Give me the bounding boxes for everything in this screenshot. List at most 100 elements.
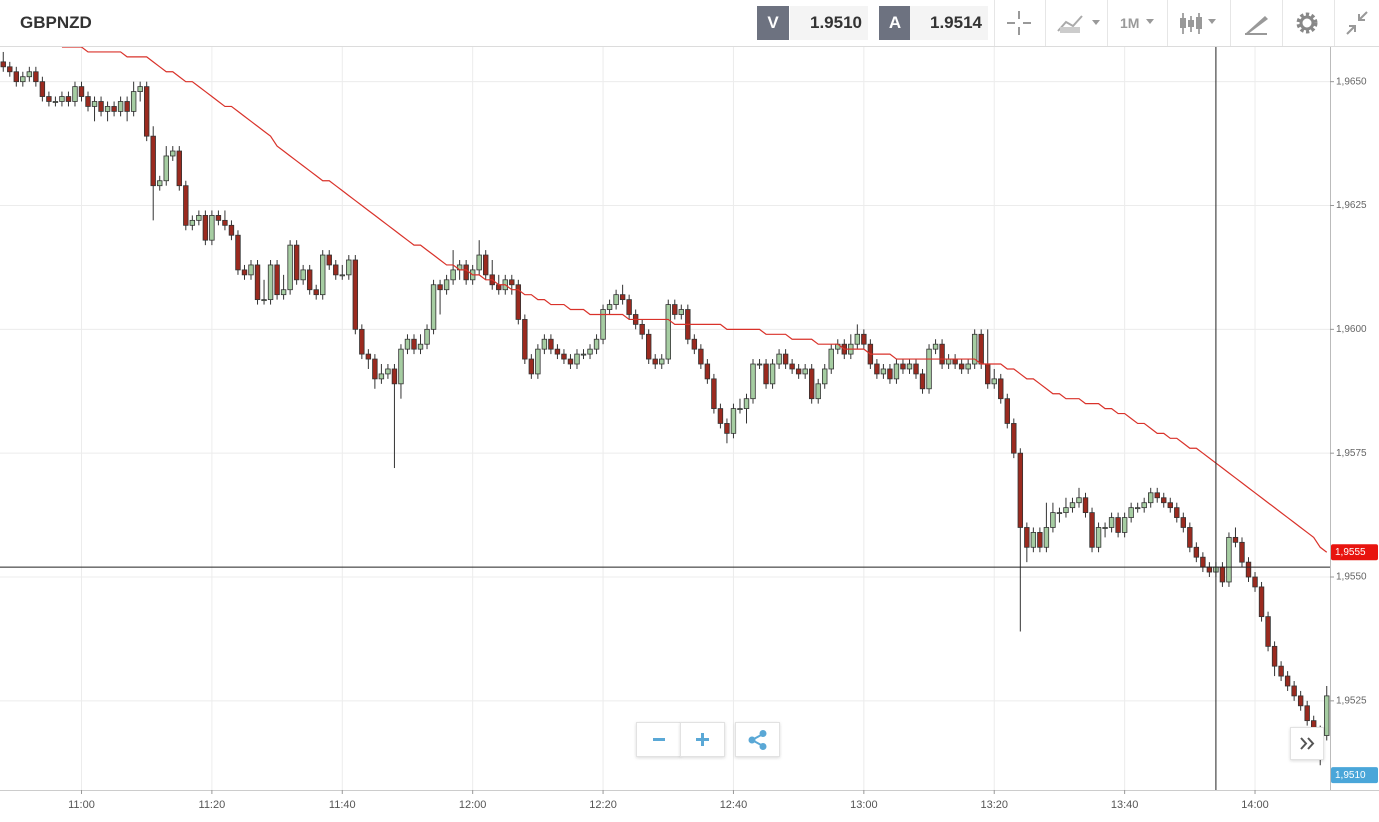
price-label-box bbox=[1331, 544, 1378, 561]
candle-body bbox=[554, 348, 561, 355]
candle-body bbox=[267, 264, 274, 301]
candle-body bbox=[985, 363, 991, 385]
candle-body bbox=[1304, 705, 1310, 722]
candle-body bbox=[352, 259, 359, 330]
x-tick-label: 12:00 bbox=[459, 799, 487, 811]
candle-body bbox=[1232, 536, 1239, 543]
x-tick-label: 13:00 bbox=[850, 799, 878, 811]
crosshair-button[interactable] bbox=[994, 0, 1043, 46]
candle-body bbox=[91, 101, 98, 107]
candle-body bbox=[463, 264, 469, 281]
candle-body bbox=[424, 328, 430, 345]
candle-body bbox=[730, 408, 737, 434]
candle-body bbox=[646, 333, 652, 360]
icon bbox=[1146, 19, 1154, 24]
zoom-out-button[interactable] bbox=[636, 722, 681, 757]
candle-body bbox=[189, 219, 196, 226]
candle-body bbox=[991, 378, 997, 385]
candle-body bbox=[1193, 546, 1200, 558]
settings-button[interactable] bbox=[1282, 0, 1333, 46]
candle-body bbox=[1226, 536, 1232, 583]
candle-body bbox=[1134, 507, 1141, 510]
candle-body bbox=[822, 368, 828, 385]
bid-price: 1.9510 bbox=[790, 6, 868, 40]
icon bbox=[1300, 737, 1315, 750]
candle-body bbox=[65, 96, 72, 102]
candle-body bbox=[196, 215, 202, 221]
ask-button[interactable]: A bbox=[879, 6, 911, 40]
candle-body bbox=[958, 363, 965, 370]
draw-button[interactable] bbox=[1230, 0, 1281, 46]
candle-body bbox=[378, 373, 385, 380]
candle-style-button[interactable] bbox=[1167, 0, 1229, 46]
chart-type-button[interactable] bbox=[1045, 0, 1106, 46]
bid-button[interactable]: V bbox=[757, 6, 789, 40]
candle-body bbox=[293, 244, 300, 281]
candle-body bbox=[913, 363, 919, 375]
candle-body bbox=[320, 254, 326, 296]
candle-body bbox=[1121, 517, 1128, 533]
candle-body bbox=[248, 264, 254, 276]
scroll-to-end-button[interactable] bbox=[1290, 727, 1324, 760]
candle-body bbox=[750, 363, 756, 400]
candle-body bbox=[372, 358, 378, 380]
y-tick-label: 1,9575 bbox=[1336, 448, 1367, 459]
candle-body bbox=[1089, 512, 1095, 548]
candle-body bbox=[1219, 566, 1226, 583]
icon bbox=[696, 733, 709, 746]
candle-body bbox=[0, 61, 6, 68]
candle-body bbox=[1187, 527, 1193, 548]
candle-body bbox=[1037, 532, 1043, 548]
candle-body bbox=[743, 398, 750, 409]
candle-body bbox=[143, 86, 150, 137]
candle-body bbox=[515, 284, 522, 320]
candle-body bbox=[280, 289, 287, 296]
candle-body bbox=[900, 363, 906, 370]
candle-body bbox=[1239, 541, 1245, 563]
candle-body bbox=[52, 101, 59, 103]
ask-price: 1.9514 bbox=[910, 6, 988, 40]
candle-body bbox=[7, 66, 13, 73]
collapse-button[interactable] bbox=[1334, 0, 1379, 46]
candle-body bbox=[1115, 517, 1121, 533]
icon bbox=[1007, 11, 1031, 35]
candle-body bbox=[417, 343, 424, 350]
candle-body bbox=[1076, 497, 1082, 504]
candle-body bbox=[737, 408, 743, 410]
candle-body bbox=[1108, 517, 1115, 528]
candle-body bbox=[945, 358, 952, 365]
x-tick-label: 12:20 bbox=[589, 799, 617, 811]
candle-body bbox=[111, 106, 117, 112]
candle-body bbox=[587, 348, 593, 355]
candle-body bbox=[880, 368, 887, 375]
candle-body bbox=[98, 101, 104, 112]
candle-body bbox=[1017, 452, 1024, 528]
candle-body bbox=[339, 274, 345, 277]
candle-body bbox=[776, 353, 782, 365]
candle-body bbox=[971, 333, 978, 365]
candle-body bbox=[893, 363, 900, 380]
price-label-box bbox=[1331, 767, 1378, 784]
candle-body bbox=[1258, 586, 1265, 618]
x-tick-label: 13:40 bbox=[1111, 799, 1139, 811]
price-label: 1,9510 bbox=[1335, 770, 1366, 781]
candle-body bbox=[1011, 423, 1017, 454]
candle-body bbox=[1128, 507, 1134, 518]
candle-body bbox=[1278, 665, 1284, 677]
candle-body bbox=[39, 81, 46, 97]
candle-body bbox=[606, 304, 613, 310]
candle-body bbox=[300, 269, 306, 281]
candle-body bbox=[978, 333, 984, 365]
candle-body bbox=[202, 215, 209, 241]
candle-body bbox=[1154, 492, 1160, 499]
candle-body bbox=[261, 299, 267, 302]
candle-body bbox=[1245, 561, 1252, 578]
timeframe-button[interactable]: 1M bbox=[1107, 0, 1166, 46]
candle-body bbox=[1102, 527, 1108, 529]
candle-body bbox=[72, 86, 78, 102]
candle-body bbox=[528, 358, 535, 375]
zoom-in-button[interactable] bbox=[680, 722, 725, 757]
candle-body bbox=[411, 338, 417, 350]
share-button[interactable] bbox=[735, 722, 780, 757]
